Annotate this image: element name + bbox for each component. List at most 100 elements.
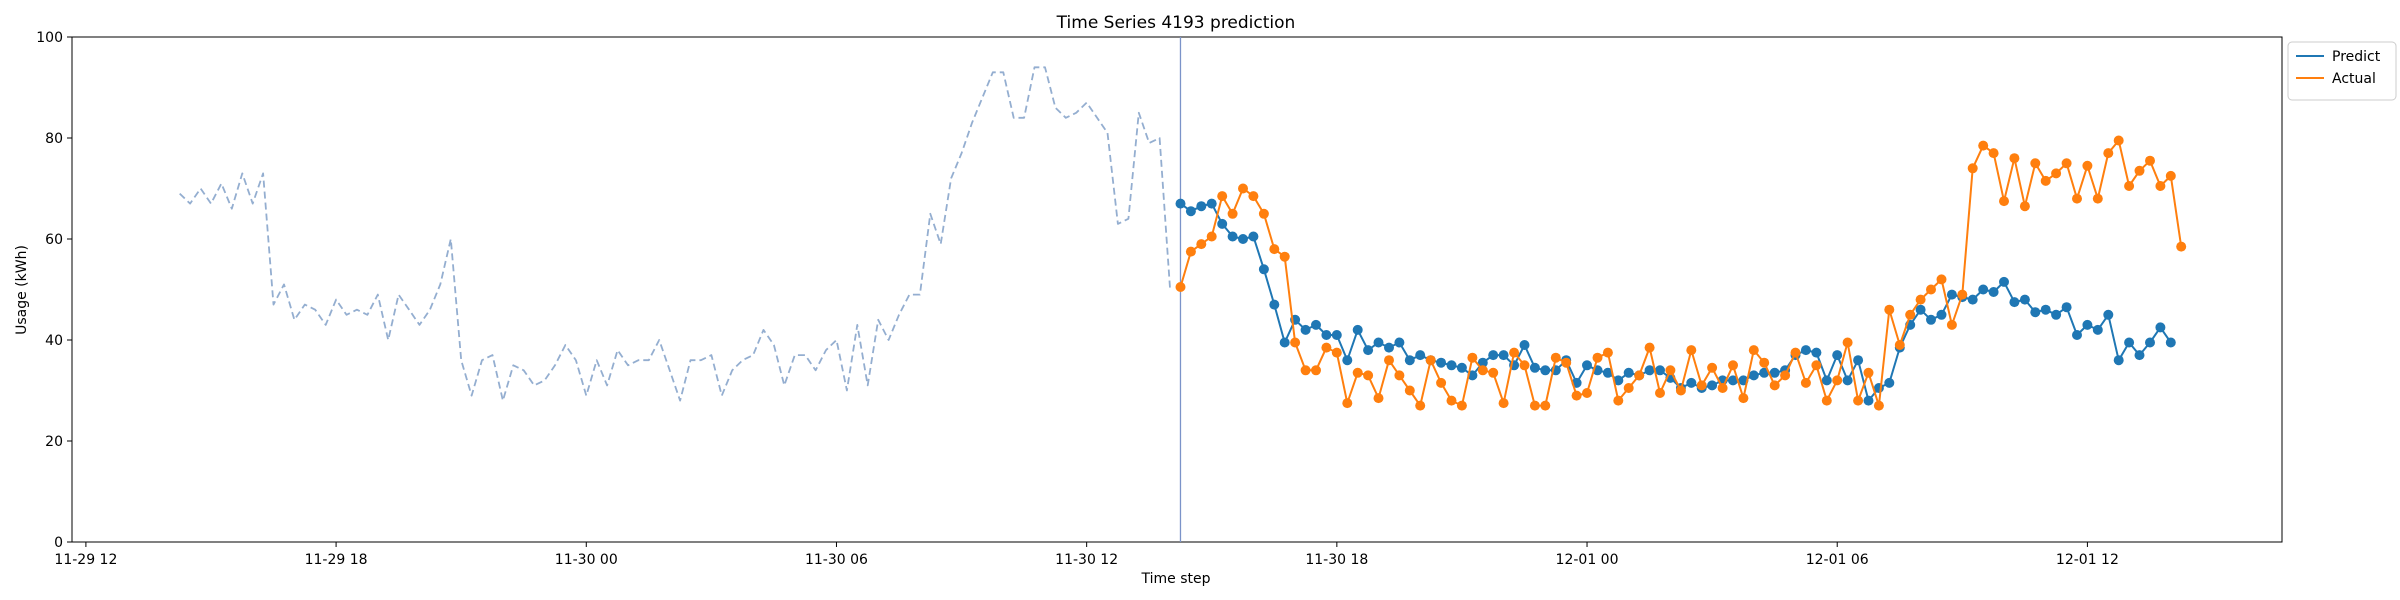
actual-series-point	[2019, 201, 2030, 212]
actual-series-point	[1206, 231, 1217, 242]
chart-title: Time Series 4193 prediction	[1056, 13, 1296, 33]
actual-series-point	[1477, 365, 1488, 376]
predict-series-point	[1238, 234, 1248, 244]
actual-series-point	[2134, 165, 2145, 176]
predict-series-point	[1227, 231, 1238, 242]
predict-series-point	[1384, 342, 1394, 353]
legend-entry-label: Actual	[2332, 71, 2376, 87]
actual-series-point	[2092, 193, 2103, 204]
predict-series-point	[2072, 330, 2082, 340]
actual-series-point	[1915, 294, 1926, 305]
y-tick-label: 60	[45, 232, 63, 248]
predict-series-point	[1988, 287, 1999, 297]
actual-series-point	[1561, 357, 1572, 368]
predict-series-point	[2061, 302, 2072, 313]
predict-series-point	[1884, 377, 1895, 388]
predict-series-point	[1300, 324, 1311, 335]
predict-series-point	[1623, 367, 1634, 378]
history-series-line	[179, 66, 1171, 402]
predict-series-point	[1748, 370, 1759, 381]
x-tick-label: 11-30 00	[555, 552, 618, 568]
predict-series-point	[2009, 297, 2020, 308]
actual-series-point	[1884, 304, 1895, 315]
actual-series-point	[1217, 191, 1228, 202]
predict-series-point	[1832, 350, 1843, 361]
actual-series-point	[1967, 163, 1978, 174]
predict-series-point	[1373, 337, 1384, 348]
actual-series-point	[1613, 395, 1624, 406]
actual-series-point	[1425, 355, 1436, 366]
actual-series-point	[1238, 183, 1248, 194]
x-tick-label: 12-01 12	[2056, 552, 2119, 568]
actual-series-point	[1175, 282, 1186, 292]
predict-series-point	[2145, 337, 2155, 348]
predict-series-point	[1655, 365, 1665, 376]
predict-series-point	[2082, 319, 2093, 330]
actual-series-point	[2124, 181, 2135, 191]
predict-series-point	[1863, 395, 1874, 406]
predict-series-point	[1644, 365, 1655, 376]
actual-series-point	[1300, 365, 1311, 376]
x-tick-label: 11-30 18	[1305, 552, 1368, 568]
actual-series-point	[1842, 337, 1853, 348]
actual-series-point	[1436, 377, 1447, 388]
x-tick-label: 12-01 00	[1556, 552, 1619, 568]
predict-series-point	[1613, 375, 1624, 386]
predict-series-point	[2030, 307, 2041, 318]
plot-area: 0 20 40 60 80 100 11-29 12 11-29 18 11-30 00 11-3…	[36, 30, 2283, 568]
predict-series-point	[2103, 309, 2114, 320]
actual-series-point	[1717, 383, 1728, 393]
actual-series-point	[1759, 357, 1770, 368]
actual-series-point	[2176, 241, 2187, 252]
predict-series-point	[1196, 201, 1207, 212]
actual-series-point	[1686, 345, 1697, 356]
actual-series-point	[2030, 158, 2041, 169]
x-tick-label: 11-30 06	[805, 552, 868, 568]
actual-series-point	[1394, 370, 1405, 381]
actual-series-point	[1602, 347, 1613, 358]
actual-series-point	[1415, 400, 1426, 411]
actual-series-point	[1321, 342, 1332, 353]
actual-series-point	[1728, 360, 1738, 371]
predict-series-point	[1456, 362, 1467, 373]
actual-series-point	[1185, 246, 1196, 257]
predict-series-point	[1175, 198, 1186, 209]
predict-series-point	[1602, 367, 1613, 378]
predict-series-point	[1540, 365, 1551, 376]
predict-series-point	[1363, 345, 1374, 356]
predict-series-point	[1519, 340, 1530, 350]
actual-series-point	[1279, 251, 1290, 262]
predict-series-point	[2113, 355, 2124, 366]
predict-series-point	[1488, 350, 1499, 361]
actual-series-point	[1853, 395, 1864, 406]
predict-series-point	[1978, 284, 1989, 295]
actual-series-point	[1592, 352, 1603, 363]
actual-series	[1175, 135, 2187, 411]
actual-series-point	[1384, 355, 1394, 366]
actual-series-point	[1665, 365, 1676, 376]
predict-series-point	[1967, 294, 1978, 305]
predict-series-point	[2165, 337, 2176, 348]
predict-series-point	[1279, 337, 1290, 348]
actual-series-point	[1655, 388, 1665, 398]
predict-series-point	[1404, 355, 1415, 366]
actual-series-point	[1529, 400, 1540, 411]
actual-series-point	[1498, 398, 1509, 409]
actual-series-point	[2040, 175, 2051, 186]
history-series	[179, 66, 1171, 402]
actual-series-point	[1550, 352, 1561, 363]
predict-series-point	[1248, 231, 1259, 242]
actual-series-point	[2082, 160, 2093, 171]
predict-series-point	[1185, 206, 1196, 217]
actual-series-point	[1780, 370, 1791, 381]
actual-series-point	[1863, 367, 1874, 378]
predict-series-point	[1686, 377, 1697, 388]
predict-series-point	[1331, 330, 1342, 340]
actual-series-point	[1488, 367, 1499, 378]
actual-series-point	[1800, 377, 1811, 388]
predict-series-point	[1936, 309, 1947, 320]
actual-series-point	[1832, 375, 1843, 386]
actual-series-point	[1811, 360, 1822, 371]
